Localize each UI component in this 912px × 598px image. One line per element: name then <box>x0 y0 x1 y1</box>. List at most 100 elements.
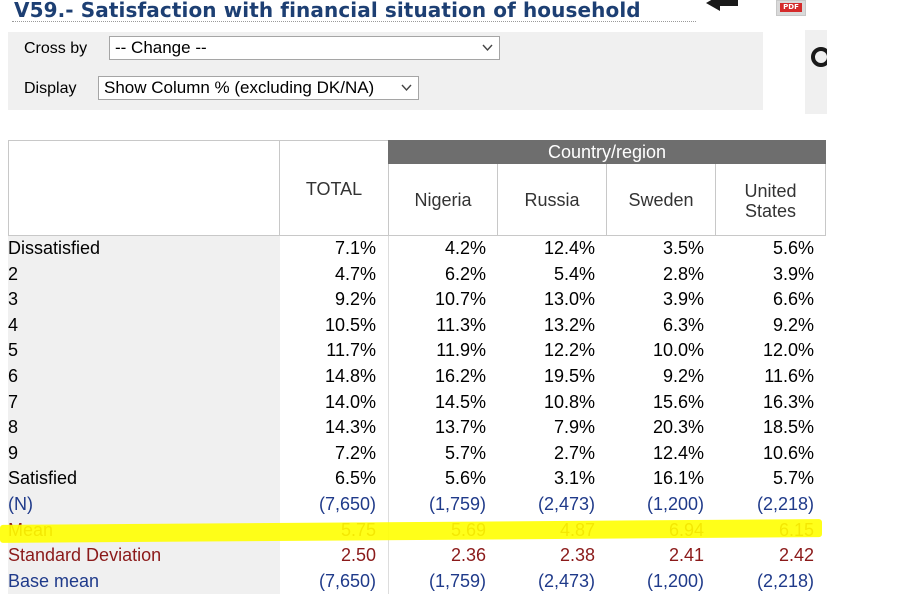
table-cell: 2.8% <box>662 263 704 284</box>
table-row: (N) (7,650) (1,759) (2,473) (1,200) (2,218) <box>8 492 826 518</box>
crossby-value: -- Change -- <box>115 38 207 57</box>
table-row: 4 10.5% 11.3% 13.2% 6.3% 9.2% <box>8 312 826 339</box>
total-header: TOTAL <box>280 140 389 236</box>
table-cell: 9.2% <box>772 314 814 335</box>
table-cell: 20.3% <box>652 417 704 438</box>
table-cell: 6.3% <box>662 314 704 335</box>
table-cell: 2.36 <box>450 545 486 566</box>
table-row: 2 4.7% 6.2% 5.4% 2.8% 3.9% <box>8 261 826 288</box>
title-divider <box>12 21 696 22</box>
table-cell: 13.0% <box>543 289 595 310</box>
table-cell: 14.3% <box>280 415 389 441</box>
chevron-down-icon <box>401 84 412 92</box>
table-cell: 7.2% <box>280 440 389 467</box>
column-header: Sweden <box>607 164 716 236</box>
table-cell: 7.9% <box>553 417 595 438</box>
row-label: 4 <box>8 312 280 339</box>
row-label: 7 <box>8 389 280 416</box>
table-cell: 2.41 <box>668 545 704 566</box>
crossby-select[interactable]: -- Change -- <box>109 36 500 60</box>
column-header: Nigeria <box>389 164 498 236</box>
table-cell: 10.6% <box>762 442 814 463</box>
table-cell: 2.50 <box>280 543 389 569</box>
table-cell: 3.9% <box>772 263 814 284</box>
table-cell: (2,473) <box>537 494 595 514</box>
table-cell: (7,650) <box>280 568 389 595</box>
table-cell: 10.7% <box>434 289 486 310</box>
display-label: Display <box>24 80 77 97</box>
row-label: Dissatisfied <box>8 236 280 262</box>
table-cell: (7,650) <box>280 492 389 518</box>
table-cell: 12.4% <box>543 238 595 258</box>
row-label: Satisfied <box>8 466 280 492</box>
row-label: (N) <box>8 492 280 518</box>
table-cell: (1,200) <box>646 494 704 514</box>
table-cell: 6.5% <box>280 466 389 492</box>
table-cell: 5.6% <box>444 468 486 489</box>
chevron-down-icon <box>482 44 493 52</box>
table-cell: 11.6% <box>764 366 814 386</box>
table-cell: 7.1% <box>280 236 389 262</box>
table-cell: (1,759) <box>428 494 486 514</box>
table-cell: 6.2% <box>444 263 486 284</box>
table-row: 8 14.3% 13.7% 7.9% 20.3% 18.5% <box>8 415 826 441</box>
table-row: Dissatisfied 7.1% 4.2% 12.4% 3.5% 5.6% <box>8 236 826 262</box>
display-select[interactable]: Show Column % (excluding DK/NA) <box>98 76 419 100</box>
table-cell: 19.5% <box>543 366 595 386</box>
table-cell: 5.7% <box>772 468 814 489</box>
table-row: 3 9.2% 10.7% 13.0% 3.9% 6.6% <box>8 287 826 313</box>
table-cell: (2,218) <box>756 494 814 514</box>
table-cell: 14.8% <box>280 364 389 390</box>
table-row: Standard Deviation 2.50 2.36 2.38 2.41 2.42 <box>8 543 826 569</box>
circle-icon[interactable] <box>809 46 827 68</box>
table-cell: 9.2% <box>280 287 389 313</box>
table-row: 5 11.7% 11.9% 12.2% 10.0% 12.0% <box>8 338 826 364</box>
pdf-icon[interactable]: PDF <box>776 0 806 16</box>
table-cell: 5.6% <box>772 238 814 258</box>
table-cell: 15.6% <box>652 391 704 412</box>
pdf-label: PDF <box>780 3 802 12</box>
table-cell: (1,759) <box>428 570 486 591</box>
table-cell: 18.5% <box>762 417 814 438</box>
table-cell: 6.6% <box>772 289 814 310</box>
table-row: 9 7.2% 5.7% 2.7% 12.4% 10.6% <box>8 440 826 467</box>
table-cell: 11.3% <box>436 314 486 335</box>
table-cell: (1,200) <box>646 570 704 591</box>
table-cell: 2.38 <box>559 545 595 566</box>
row-label: 3 <box>8 287 280 313</box>
table-cell: 5.7% <box>444 442 486 463</box>
table-cell: 9.2% <box>662 366 704 386</box>
table-corner <box>8 140 280 236</box>
table-cell: 14.5% <box>434 391 486 412</box>
page-title: V59.- Satisfaction with financial situat… <box>14 0 641 22</box>
controls-panel: Cross by -- Change -- Display Show Colum… <box>8 32 763 110</box>
row-label: 2 <box>8 261 280 288</box>
back-arrow-icon[interactable] <box>704 0 740 16</box>
table-row: Satisfied 6.5% 5.6% 3.1% 16.1% 5.7% <box>8 466 826 492</box>
crossby-label: Cross by <box>24 40 88 57</box>
table-cell: 10.0% <box>652 340 704 361</box>
row-label: 5 <box>8 338 280 364</box>
table-cell: 3.9% <box>662 289 704 310</box>
table-cell: 10.5% <box>280 312 389 339</box>
table-cell: 11.7% <box>280 338 389 364</box>
row-label: Standard Deviation <box>8 543 280 569</box>
table-row: Base mean (7,650) (1,759) (2,473) (1,200) (2,… <box>8 568 826 595</box>
table-cell: 12.4% <box>652 442 704 463</box>
table-cell: 4.2% <box>444 238 486 258</box>
table-row: 6 14.8% 16.2% 19.5% 9.2% 11.6% <box>8 364 826 390</box>
table-cell: 3.1% <box>553 468 595 489</box>
table-cell: 5.4% <box>553 263 595 284</box>
table-cell: (2,473) <box>537 570 595 591</box>
table-cell: 10.8% <box>543 391 595 412</box>
table-cell: 14.0% <box>280 389 389 416</box>
display-value: Show Column % (excluding DK/NA) <box>104 78 375 97</box>
row-label: 6 <box>8 364 280 390</box>
column-header: Russia <box>498 164 607 236</box>
table-cell: (2,218) <box>756 570 814 591</box>
table-row: 7 14.0% 14.5% 10.8% 15.6% 16.3% <box>8 389 826 416</box>
table-cell: 12.2% <box>543 340 595 361</box>
table-cell: 3.5% <box>662 238 704 258</box>
table-cell: 12.0% <box>762 340 814 361</box>
side-panel <box>805 30 827 114</box>
